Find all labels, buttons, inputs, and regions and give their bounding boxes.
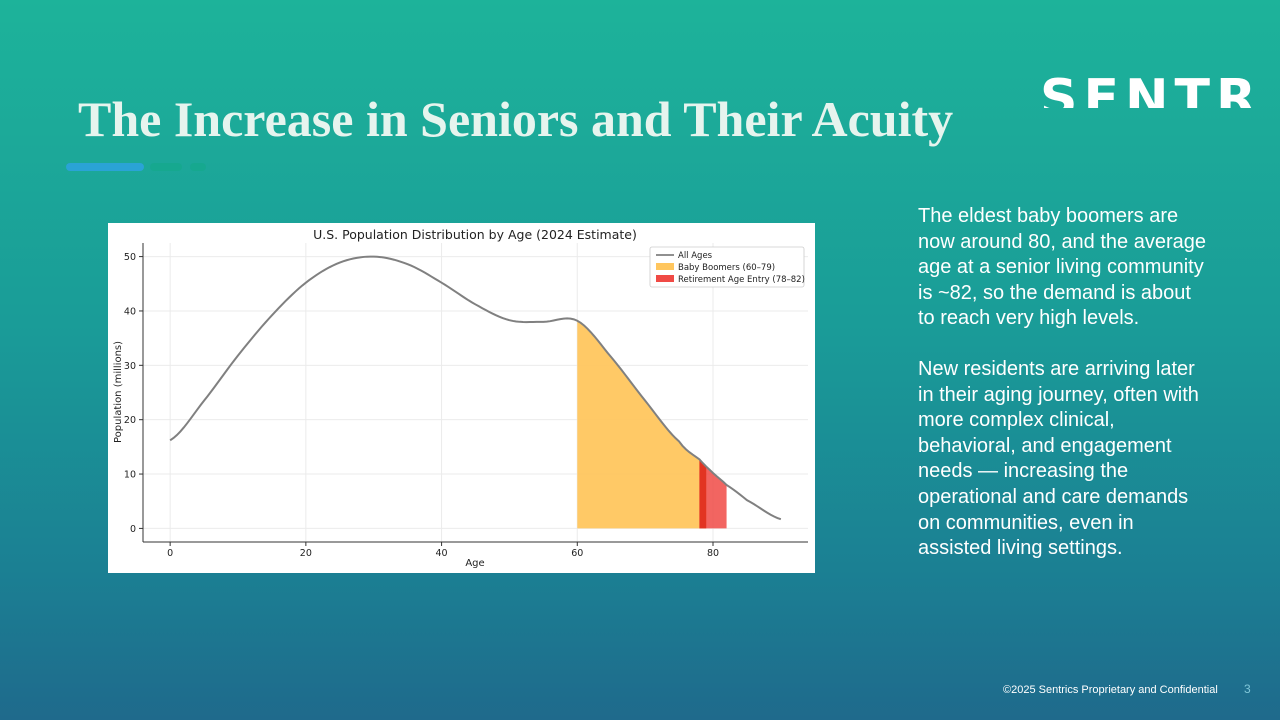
y-axis-label: Population (millions) bbox=[113, 341, 124, 443]
legend-label-all-ages: All Ages bbox=[678, 251, 713, 261]
legend-swatch-retirement-entry bbox=[656, 275, 674, 282]
slide-title: The Increase in Seniors and Their Acuity bbox=[78, 91, 954, 147]
y-tick-label: 50 bbox=[124, 252, 136, 263]
y-tick-label: 30 bbox=[124, 361, 136, 372]
legend-label-baby-boomers: Baby Boomers (60–79) bbox=[678, 263, 775, 273]
x-tick-label: 40 bbox=[436, 548, 448, 559]
x-tick-label: 60 bbox=[571, 548, 583, 559]
y-tick-label: 40 bbox=[124, 306, 136, 317]
page-number: 3 bbox=[1244, 682, 1251, 696]
x-tick-label: 80 bbox=[707, 548, 719, 559]
accent-bar-teal-short bbox=[190, 163, 206, 171]
legend-swatch-baby-boomers bbox=[656, 263, 674, 270]
chart-canvas: 0 20 40 60 80 0 10 20 30 40 50 U.S. Population Dis… bbox=[113, 227, 808, 569]
x-tick-label: 0 bbox=[167, 548, 173, 559]
paragraph-boomers: The eldest baby boomers are now around 8… bbox=[918, 205, 1206, 330]
sentrics-logo: SENTRICS bbox=[1040, 69, 1260, 108]
chart-legend: All Ages Baby Boomers (60–79) Retirement… bbox=[649, 246, 805, 288]
area-overlap bbox=[699, 459, 707, 529]
x-axis-label: Age bbox=[465, 558, 484, 569]
line-all-ages bbox=[169, 255, 782, 521]
accent-bar-blue bbox=[66, 163, 144, 171]
chart-title: U.S. Population Distribution by Age (202… bbox=[313, 227, 637, 242]
x-tick-label: 20 bbox=[300, 548, 312, 559]
population-chart: 0 20 40 60 80 0 10 20 30 40 50 U.S. Population Dis… bbox=[108, 223, 815, 573]
y-tick-label: 20 bbox=[124, 415, 136, 426]
accent-bar-teal bbox=[150, 163, 182, 171]
area-baby-boomers bbox=[577, 320, 707, 529]
footer-copyright: ©2025 Sentrics Proprietary and Confident… bbox=[1003, 684, 1218, 696]
area-retirement-entry bbox=[699, 459, 727, 529]
y-tick-label: 10 bbox=[124, 470, 136, 481]
slide-body-text: The eldest baby boomers are now around 8… bbox=[918, 204, 1208, 562]
y-tick-label: 0 bbox=[130, 524, 136, 535]
legend-label-retirement-entry: Retirement Age Entry (78–82) bbox=[678, 275, 805, 285]
paragraph-acuity: New residents are arriving later in thei… bbox=[918, 357, 1199, 560]
